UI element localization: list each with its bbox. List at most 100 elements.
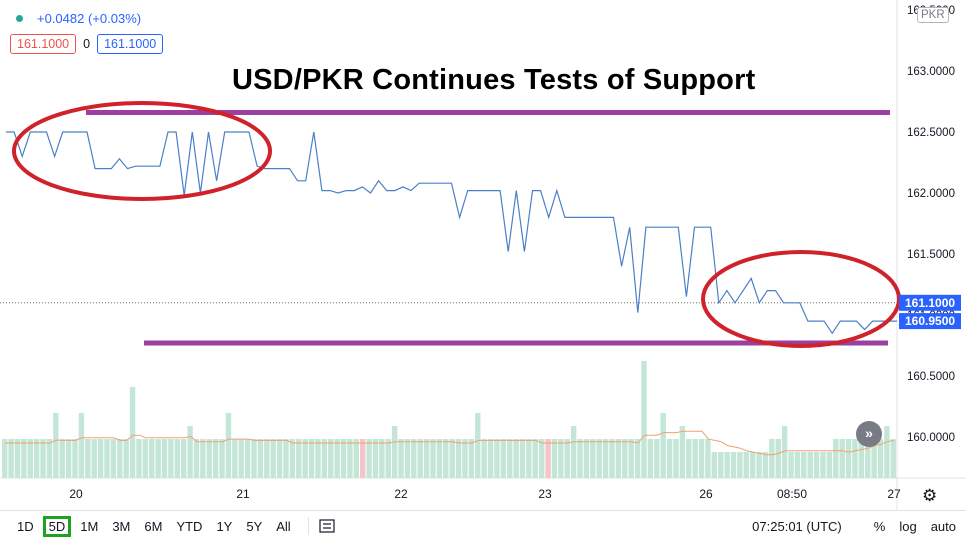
y-tick-label: 160.0000 xyxy=(907,432,955,444)
volume-bar xyxy=(411,439,417,478)
timeframe-1y[interactable]: 1Y xyxy=(216,518,233,534)
timeframe-6m[interactable]: 6M xyxy=(144,518,163,534)
timeframe-ytd[interactable]: YTD xyxy=(176,518,203,534)
volume-bar xyxy=(347,439,353,478)
volume-bar xyxy=(762,452,769,478)
volume-bar xyxy=(654,439,660,478)
volume-bar xyxy=(711,452,717,478)
volume-bar xyxy=(756,452,762,478)
last-price-label-bg xyxy=(899,294,961,311)
volume-bar xyxy=(257,439,264,478)
volume-bar xyxy=(865,439,871,478)
sell-price-button[interactable]: 161.1000 xyxy=(10,34,77,54)
volume-bar xyxy=(718,452,724,478)
volume-bar xyxy=(871,426,877,478)
visibility-dot-icon[interactable] xyxy=(16,14,23,22)
volume-bar xyxy=(244,439,251,478)
volume-bar xyxy=(149,439,155,478)
volume-bar xyxy=(788,452,794,478)
volume-bar xyxy=(206,439,212,478)
volume-bar xyxy=(833,439,839,478)
divider xyxy=(307,517,309,535)
scroll-to-realtime-button[interactable]: » xyxy=(856,421,882,447)
volume-bar xyxy=(398,439,404,478)
y-tick-label: 162.0000 xyxy=(907,188,955,200)
volume-bar xyxy=(283,439,289,478)
volume-bar xyxy=(59,439,65,478)
volume-bar xyxy=(845,439,852,478)
auto-scale-toggle[interactable]: auto xyxy=(930,518,956,534)
volume-bar xyxy=(647,439,654,478)
timeframe-5y[interactable]: 5Y xyxy=(246,518,263,534)
last-price-label: 161.1000 xyxy=(905,296,955,310)
utc-clock[interactable]: 07:25:01 (UTC) xyxy=(752,518,842,534)
volume-bar xyxy=(443,439,449,478)
volume-bar xyxy=(161,439,168,478)
gear-icon[interactable]: ⚙ xyxy=(922,486,938,505)
volume-bar xyxy=(85,439,91,478)
volume-bar xyxy=(212,439,219,478)
volume-bar xyxy=(660,413,666,478)
timeframe-all[interactable]: All xyxy=(276,518,291,534)
timeframe-3m[interactable]: 3M xyxy=(112,518,131,534)
y-tick-label: 161.5000 xyxy=(907,249,955,261)
volume-bar xyxy=(379,439,385,478)
volume-bar xyxy=(775,439,781,478)
volume-bar xyxy=(890,439,896,478)
right-tools: 07:25:01 (UTC) % log auto xyxy=(752,511,956,541)
x-tick-label: 22 xyxy=(394,487,408,501)
log-scale-toggle[interactable]: log xyxy=(899,518,917,534)
volume-bar xyxy=(781,426,788,478)
volume-bar xyxy=(155,439,161,478)
volume-bar xyxy=(769,439,775,478)
volume-bar xyxy=(564,439,570,478)
volume-bar xyxy=(852,439,858,478)
volume-bar xyxy=(430,439,436,478)
annotation-circle-left xyxy=(12,101,272,201)
volume-bar xyxy=(328,439,334,478)
y-tick-label: 162.5000 xyxy=(907,127,955,139)
volume-bar xyxy=(14,439,21,478)
volume-bar xyxy=(545,439,551,478)
legend: +0.0482 (+0.03%) xyxy=(10,8,141,28)
bottom-toolbar: 1D 5D 1M 3M 6M YTD 1Y 5Y All 07:25:01 (UTC) % lo… xyxy=(0,510,966,541)
volume-bar xyxy=(8,439,14,478)
buy-price-button[interactable]: 161.1000 xyxy=(97,34,164,54)
volume-bar xyxy=(577,439,583,478)
volume-bar xyxy=(219,439,225,478)
volume-bar xyxy=(97,439,104,478)
volume-bar xyxy=(686,439,692,478)
compare-icon[interactable] xyxy=(319,519,335,533)
volume-bar xyxy=(494,439,500,478)
timeframe-1m[interactable]: 1M xyxy=(80,518,99,534)
x-tick-label: 27 xyxy=(887,487,901,501)
volume-bar xyxy=(609,439,615,478)
volume-bar xyxy=(602,439,609,478)
percent-scale-toggle[interactable]: % xyxy=(873,518,886,534)
volume-bar xyxy=(372,439,379,478)
volume-bar xyxy=(321,439,328,478)
volume-bar xyxy=(551,439,558,478)
price-line xyxy=(6,131,897,335)
timeframe-5d[interactable]: 5D xyxy=(42,515,72,537)
volume-bar xyxy=(801,452,807,478)
volume-bar xyxy=(123,439,129,478)
timeframe-1d[interactable]: 1D xyxy=(17,518,34,534)
volume-bar xyxy=(404,439,411,478)
volume-bar xyxy=(360,439,366,478)
volume-bar xyxy=(462,439,468,478)
volume-bar xyxy=(749,452,756,478)
volume-bar xyxy=(65,439,72,478)
volume-bar xyxy=(40,439,46,478)
bid-ask-panel: 161.1000 0 161.1000 xyxy=(10,34,164,54)
volume-bar xyxy=(794,452,801,478)
price-chart[interactable]: 162.5000163.0000162.5000162.0000161.5000… xyxy=(0,0,966,510)
volume-bar xyxy=(807,452,813,478)
volume-bar xyxy=(385,439,391,478)
volume-bar xyxy=(526,439,532,478)
volume-bar xyxy=(334,439,340,478)
volume-bar xyxy=(181,439,187,478)
volume-bar xyxy=(481,439,487,478)
volume-bar xyxy=(558,439,564,478)
volume-bar xyxy=(174,439,180,478)
